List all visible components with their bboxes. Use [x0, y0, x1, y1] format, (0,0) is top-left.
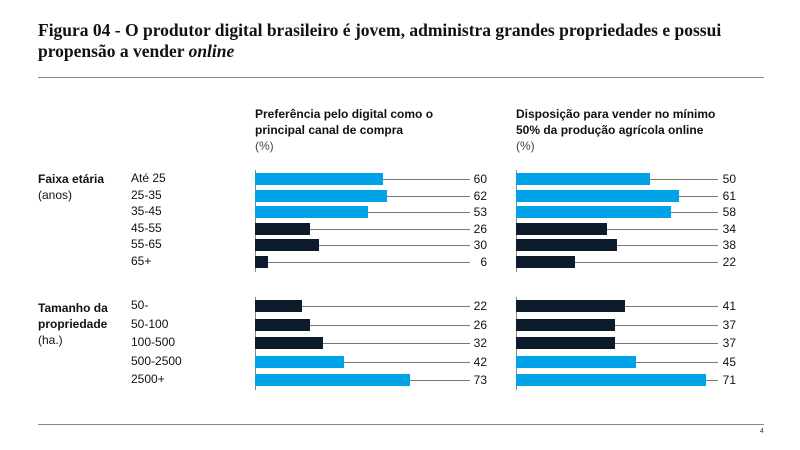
value-label: 73 [473, 373, 487, 387]
bar [255, 256, 268, 268]
leader-line [410, 380, 470, 381]
group-sublabel: (ha.) [38, 333, 63, 347]
chart-1-header: Preferência pelo digital como o principa… [255, 106, 475, 154]
leader-line [670, 212, 718, 214]
leader-line [301, 306, 470, 307]
value-label: 26 [473, 221, 487, 236]
top-divider [38, 77, 764, 78]
value-label: 58 [722, 205, 736, 220]
leader-line [617, 245, 718, 247]
leader-line [636, 361, 718, 363]
figure-title: Figura 04 - O produtor digital brasileir… [38, 20, 778, 62]
value-label: 22 [473, 299, 487, 313]
bar [255, 173, 383, 185]
category-label: 100-500 [131, 335, 176, 349]
bar [516, 318, 615, 331]
leader-line [387, 195, 470, 197]
leader-line [310, 324, 470, 326]
bar [255, 355, 345, 368]
value-label: 45 [722, 354, 736, 369]
bar [516, 337, 615, 349]
bar [255, 222, 311, 235]
value-label: 32 [473, 336, 487, 350]
bar [255, 337, 324, 349]
leader-line [649, 179, 718, 180]
category-label: Até 25 [131, 171, 166, 185]
page-number: 4 [760, 428, 764, 435]
bar [255, 374, 411, 386]
group-sublabel: (anos) [38, 188, 73, 202]
leader-line [705, 380, 718, 381]
value-label: 30 [473, 238, 487, 253]
category-label: 50-100 [131, 316, 169, 331]
bar [255, 189, 388, 202]
leader-line [625, 306, 718, 307]
value-label: 62 [473, 188, 487, 203]
leader-line [574, 262, 718, 263]
group-title: Tamanho da propriedade [38, 301, 108, 331]
axis-line [255, 170, 256, 272]
bar [516, 189, 679, 202]
chart-1-title: Preferência pelo digital como o principa… [255, 107, 434, 137]
chart-2-unit: (%) [516, 139, 535, 153]
chart-2-title: Disposição para vender no mínimo 50% da … [516, 107, 716, 137]
leader-line [323, 343, 470, 344]
value-label: 60 [473, 172, 487, 186]
leader-line [678, 195, 718, 197]
bar [255, 300, 302, 312]
title-text: Figura 04 - O produtor digital brasileir… [38, 20, 722, 61]
leader-line [606, 228, 718, 230]
leader-line [382, 179, 470, 180]
bar [516, 173, 650, 185]
leader-line [318, 245, 470, 247]
chart-1-unit: (%) [255, 139, 274, 153]
category-label: 25-35 [131, 187, 162, 202]
category-label: 35-45 [131, 204, 162, 219]
bar [516, 256, 575, 268]
group-label-size: Tamanho da propriedade (ha.) [38, 300, 118, 348]
value-label: 37 [722, 317, 736, 332]
category-label: 2500+ [131, 372, 165, 386]
bottom-divider [38, 424, 764, 425]
value-label: 37 [722, 336, 736, 350]
axis-line [516, 170, 517, 272]
leader-line [310, 228, 470, 230]
category-label: 45-55 [131, 220, 162, 235]
bar [516, 300, 626, 312]
bar [516, 222, 607, 235]
value-label: 41 [722, 299, 736, 313]
value-label: 50 [722, 172, 736, 186]
bar [516, 374, 706, 386]
category-label: 55-65 [131, 237, 162, 252]
bar [255, 206, 368, 219]
value-label: 42 [473, 354, 487, 369]
title-italic: online [188, 41, 235, 61]
bar [255, 239, 319, 252]
value-label: 53 [473, 205, 487, 220]
leader-line [267, 262, 470, 263]
bar [255, 318, 311, 331]
leader-line [614, 343, 718, 344]
leader-line [344, 361, 470, 363]
leader-line [614, 324, 718, 326]
chart-2-header: Disposição para vender no mínimo 50% da … [516, 106, 716, 154]
value-label: 34 [722, 221, 736, 236]
category-label: 65+ [131, 254, 152, 268]
bar [516, 355, 637, 368]
bar [516, 239, 618, 252]
value-label: 61 [722, 188, 736, 203]
value-label: 22 [722, 255, 736, 269]
leader-line [367, 212, 470, 214]
category-label: 500-2500 [131, 353, 182, 368]
value-label: 38 [722, 238, 736, 253]
group-label-age: Faixa etária (anos) [38, 171, 104, 203]
value-label: 26 [473, 317, 487, 332]
value-label: 6 [480, 255, 487, 269]
group-title: Faixa etária [38, 172, 105, 186]
bar [516, 206, 671, 219]
category-label: 50- [131, 298, 149, 312]
value-label: 71 [722, 373, 736, 387]
